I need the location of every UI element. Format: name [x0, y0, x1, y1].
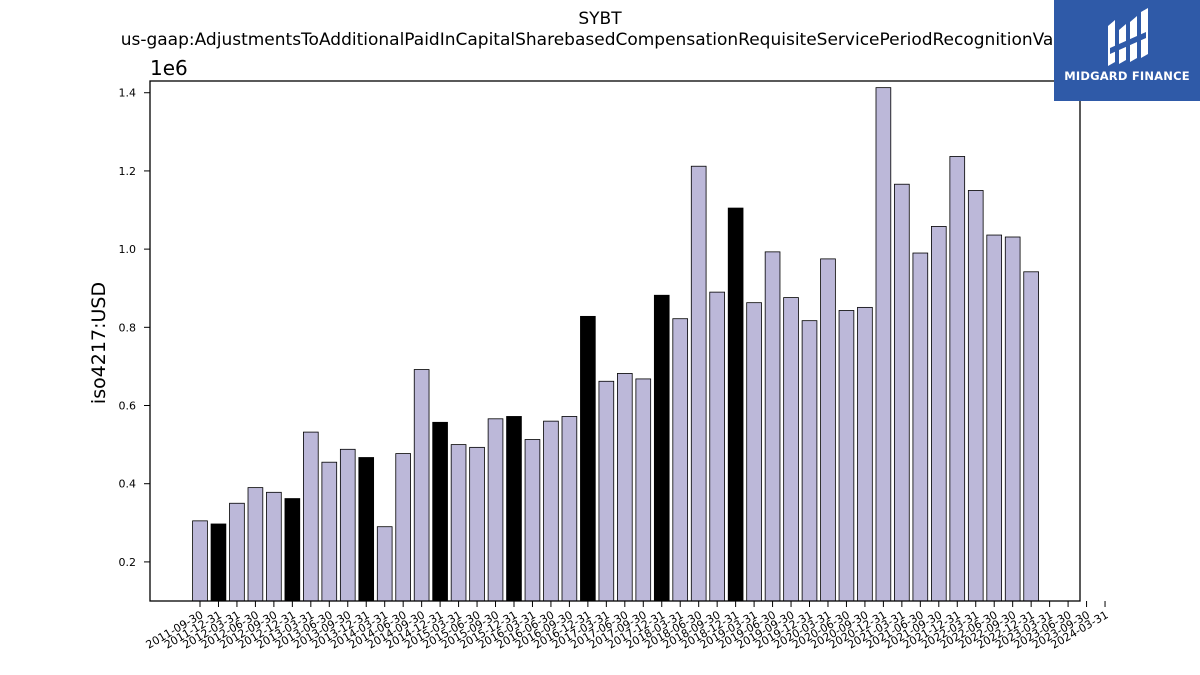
bar-2012-12-31: [284, 498, 301, 602]
bar-2019-06-30: [764, 251, 781, 602]
y-tick-label: 0.6: [119, 400, 137, 413]
bar-2018-03-31: [672, 318, 689, 602]
bar-2015-03-31: [450, 444, 467, 602]
bar-2017-09-30: [635, 378, 652, 602]
y-tick-label: 1.2: [119, 165, 137, 178]
bar-2016-03-31: [524, 439, 541, 602]
midgard-logo: MIDGARD FINANCE: [1054, 0, 1200, 101]
bar-2015-12-31: [506, 416, 522, 602]
bar-2014-06-30: [395, 453, 411, 602]
bar-2022-06-30: [986, 234, 1003, 602]
y-tick-label: 0.2: [119, 556, 137, 569]
midgard-logo-icon: [1108, 8, 1148, 66]
bar-2021-09-30: [931, 226, 947, 602]
logo-text: MIDGARD FINANCE: [1064, 69, 1190, 83]
bar-2017-03-31: [598, 380, 615, 602]
bar-2021-06-30: [912, 252, 929, 602]
bar-2016-06-30: [543, 420, 559, 602]
bar-2011-12-31: [210, 523, 227, 602]
bar-2019-12-31: [801, 320, 818, 602]
bar-2021-03-31: [894, 183, 910, 602]
bar-2020-06-30: [838, 310, 855, 602]
bar-2016-09-30: [561, 416, 578, 602]
bar-2013-06-30: [321, 461, 338, 602]
bar-2016-12-31: [580, 315, 596, 602]
bar-2021-12-31: [949, 156, 966, 602]
bar-2019-09-30: [783, 297, 799, 602]
bar-2018-06-30: [690, 165, 707, 602]
bar-2014-12-31: [432, 421, 448, 602]
chart-subtitle: us-gaap:AdjustmentsToAdditionalPaidInCap…: [120, 30, 1080, 50]
plot-frame: [149, 80, 1081, 602]
y-tick-label: 1.4: [119, 87, 137, 100]
bar-2013-12-31: [358, 457, 375, 602]
chart-title: SYBT: [578, 9, 622, 29]
bar-2013-09-30: [339, 448, 356, 602]
bar-2017-12-31: [653, 294, 670, 602]
bar-2013-03-31: [303, 431, 319, 602]
bar-2012-03-31: [229, 502, 245, 602]
bar-2022-09-30: [1004, 236, 1021, 602]
bar-2020-09-30: [857, 306, 873, 602]
bar-2011-09-30: [192, 520, 208, 602]
bar-2020-12-31: [875, 87, 892, 602]
bar-2020-03-31: [820, 258, 836, 602]
bar-2012-09-30: [266, 491, 282, 602]
bar-2012-06-30: [247, 487, 264, 602]
y-axis-multiplier: 1e6: [150, 56, 188, 80]
bar-2022-12-31: [1023, 271, 1039, 602]
bar-2022-03-31: [967, 190, 984, 602]
bar-2015-06-30: [469, 446, 485, 602]
bar-2018-12-31: [727, 207, 744, 602]
y-tick-label: 0.8: [119, 321, 137, 334]
y-axis-label: iso4217:USD: [88, 282, 110, 404]
bar-2017-06-30: [617, 373, 633, 602]
bar-2014-09-30: [413, 369, 430, 602]
bar-2015-09-30: [487, 418, 504, 602]
bar-2019-03-31: [746, 302, 762, 602]
bar-2014-03-31: [376, 526, 393, 602]
y-tick-label: 0.4: [119, 478, 137, 491]
bar-2018-09-30: [709, 291, 725, 602]
y-tick-label: 1.0: [119, 243, 137, 256]
